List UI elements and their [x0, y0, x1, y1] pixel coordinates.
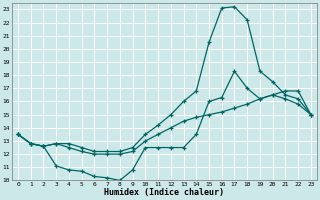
X-axis label: Humidex (Indice chaleur): Humidex (Indice chaleur) — [104, 188, 224, 197]
